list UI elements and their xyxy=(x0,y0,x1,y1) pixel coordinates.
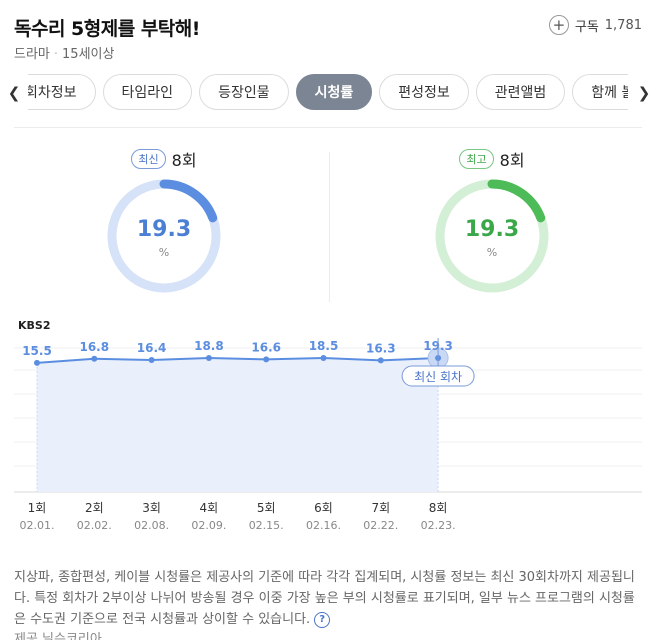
latest-rating-unit: % xyxy=(158,246,170,259)
x-tick-episode: 5회 xyxy=(257,501,276,515)
x-tick-date: 02.16. xyxy=(306,519,341,532)
data-point xyxy=(377,357,384,364)
program-meta: 드라마 · 15세이상 xyxy=(14,43,114,62)
x-tick-episode: 8회 xyxy=(429,501,448,515)
x-tick-episode: 4회 xyxy=(200,501,219,515)
subscribe-count: 1,781 xyxy=(604,17,642,33)
x-tick-date: 02.01. xyxy=(20,519,55,532)
max-gauge xyxy=(435,179,549,293)
tabs-viewport: 회차정보 타임라인 등장인물 시청률 편성정보 관련앨범 함께 볼 xyxy=(28,74,628,112)
data-point xyxy=(91,355,98,362)
x-tick-episode: 3회 xyxy=(142,501,161,515)
max-rating-panel: 최고 8회 19.3 % xyxy=(342,140,642,310)
data-label: 18.5 xyxy=(309,339,339,353)
x-tick-date: 02.22. xyxy=(363,519,398,532)
x-tick-date: 02.02. xyxy=(77,519,112,532)
x-tick-episode: 1회 xyxy=(28,501,47,515)
series-line xyxy=(36,356,439,364)
max-rating-value: 19.3 xyxy=(464,217,520,242)
channel-label: KBS2 xyxy=(18,319,51,332)
tab-timeline[interactable]: 타임라인 xyxy=(102,74,193,110)
tab-ratings[interactable]: 시청률 xyxy=(295,74,373,110)
data-label: 16.8 xyxy=(79,340,109,354)
chevron-right-icon[interactable]: ❯ xyxy=(637,84,651,102)
data-label: 18.8 xyxy=(194,339,224,353)
data-point xyxy=(205,355,212,361)
ratings-line-chart: 15.5 1회 02.01. 16.8 2회 02.02. 16.4 3회 02.08. 18.8… xyxy=(14,338,642,532)
subscribe-label: 구독 xyxy=(574,19,599,35)
plus-icon: + xyxy=(548,15,569,35)
subscribe-button[interactable]: + 구독 1,781 xyxy=(548,15,642,35)
latest-badge: 최신 xyxy=(131,149,166,169)
latest-gauge xyxy=(107,179,221,293)
program-header: 독수리 5형제를 부탁해! 드라마 · 15세이상 + 구독 1,781 xyxy=(14,12,642,64)
tab-episode-info[interactable]: 회차정보 xyxy=(28,74,96,110)
data-point xyxy=(34,359,40,366)
help-icon[interactable]: ? xyxy=(314,611,331,628)
data-source: 제공 닐슨코리아 xyxy=(14,632,102,640)
data-label: 16.3 xyxy=(366,341,396,355)
x-tick-episode: 7회 xyxy=(371,501,390,515)
series-area xyxy=(37,358,439,492)
x-tick-date: 02.23. xyxy=(421,519,456,532)
latest-gauge-arc xyxy=(107,179,221,293)
x-tick-date: 02.15. xyxy=(249,519,284,532)
x-tick-date: 02.09. xyxy=(191,519,226,532)
max-episode: 8회 xyxy=(499,151,525,170)
callout-bubble xyxy=(401,365,475,387)
x-tick-episode: 2회 xyxy=(85,501,104,515)
tab-watch-together[interactable]: 함께 볼 xyxy=(572,74,628,110)
latest-rating-value: 19.3 xyxy=(136,217,192,242)
x-tick-date: 02.08. xyxy=(134,519,169,532)
tab-schedule[interactable]: 편성정보 xyxy=(379,74,469,110)
latest-label-row: 최신 8회 xyxy=(14,147,314,171)
tab-bar: ❮ 회차정보 타임라인 등장인물 시청률 편성정보 관련앨범 함께 볼 ❯ xyxy=(0,74,656,114)
data-point xyxy=(263,356,270,363)
ratings-notice: 지상파, 종합편성, 케이블 시청률은 제공사의 기준에 따라 각각 집계되며,… xyxy=(14,567,644,630)
data-label: 16.4 xyxy=(137,341,167,355)
max-label-row: 최고 8회 xyxy=(342,147,642,171)
data-label: 16.6 xyxy=(251,340,281,354)
data-point xyxy=(148,357,155,364)
divider xyxy=(14,127,642,128)
genre-label: 드라마 xyxy=(14,47,50,62)
data-label: 15.5 xyxy=(22,344,52,358)
tabs-track: 회차정보 타임라인 등장인물 시청률 편성정보 관련앨범 함께 볼 xyxy=(28,74,628,110)
max-badge: 최고 xyxy=(459,149,494,169)
meta-separator: · xyxy=(53,47,59,62)
max-gauge-arc xyxy=(435,179,549,293)
chevron-left-icon[interactable]: ❮ xyxy=(7,84,21,102)
max-rating-unit: % xyxy=(486,246,498,259)
x-tick-episode: 6회 xyxy=(314,501,333,515)
tab-albums[interactable]: 관련앨범 xyxy=(475,74,566,110)
tab-cast[interactable]: 등장인물 xyxy=(199,74,289,110)
notice-text: 지상파, 종합편성, 케이블 시청률은 제공사의 기준에 따라 각각 집계되며,… xyxy=(14,570,635,627)
latest-rating-panel: 최신 8회 19.3 % xyxy=(14,140,314,310)
age-rating: 15세이상 xyxy=(62,47,115,62)
data-point xyxy=(320,355,327,361)
latest-episode: 8회 xyxy=(171,151,197,170)
latest-episode-callout: 최신 회차 xyxy=(414,370,462,384)
program-title[interactable]: 독수리 5형제를 부탁해! xyxy=(14,18,200,40)
gauge-divider xyxy=(329,152,330,302)
